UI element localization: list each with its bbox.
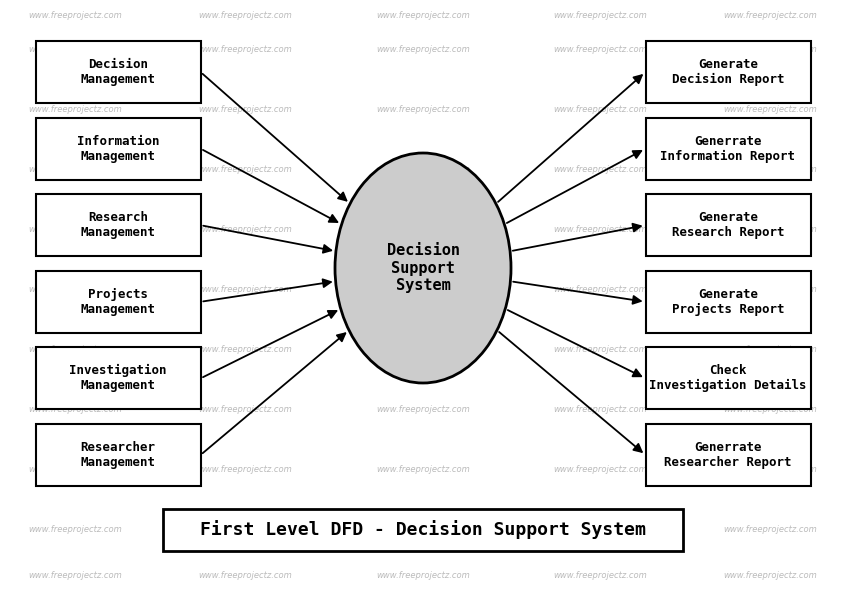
Text: www.freeprojectz.com: www.freeprojectz.com	[198, 106, 292, 114]
Text: Generrate
Information Report: Generrate Information Report	[661, 135, 795, 162]
Text: Information
Management: Information Management	[77, 135, 159, 162]
Text: www.freeprojectz.com: www.freeprojectz.com	[553, 406, 647, 415]
Text: www.freeprojectz.com: www.freeprojectz.com	[723, 406, 817, 415]
Text: www.freeprojectz.com: www.freeprojectz.com	[553, 570, 647, 579]
Bar	[36, 347, 201, 409]
Text: www.freeprojectz.com: www.freeprojectz.com	[28, 570, 122, 579]
Text: Research
Management: Research Management	[80, 211, 156, 239]
Text: Generate
Decision Report: Generate Decision Report	[672, 58, 784, 86]
Bar	[645, 117, 810, 180]
Text: www.freeprojectz.com: www.freeprojectz.com	[376, 106, 470, 114]
Text: www.freeprojectz.com: www.freeprojectz.com	[28, 46, 122, 55]
Bar	[645, 347, 810, 409]
Text: www.freeprojectz.com: www.freeprojectz.com	[28, 466, 122, 474]
Text: www.freeprojectz.com: www.freeprojectz.com	[28, 525, 122, 534]
Text: www.freeprojectz.com: www.freeprojectz.com	[198, 466, 292, 474]
Bar	[163, 509, 683, 551]
Text: www.freeprojectz.com: www.freeprojectz.com	[376, 466, 470, 474]
Text: www.freeprojectz.com: www.freeprojectz.com	[198, 285, 292, 295]
Text: www.freeprojectz.com: www.freeprojectz.com	[28, 346, 122, 355]
Bar	[36, 194, 201, 256]
Text: Decision
Support
System: Decision Support System	[387, 243, 459, 293]
Text: Researcher
Management: Researcher Management	[80, 441, 156, 469]
Text: Generate
Research Report: Generate Research Report	[672, 211, 784, 239]
Text: First Level DFD - Decision Support System: First Level DFD - Decision Support Syste…	[200, 521, 646, 540]
Text: www.freeprojectz.com: www.freeprojectz.com	[198, 225, 292, 234]
Text: www.freeprojectz.com: www.freeprojectz.com	[28, 285, 122, 295]
Text: www.freeprojectz.com: www.freeprojectz.com	[376, 11, 470, 20]
Text: www.freeprojectz.com: www.freeprojectz.com	[28, 225, 122, 234]
Text: Decision
Management: Decision Management	[80, 58, 156, 86]
Text: www.freeprojectz.com: www.freeprojectz.com	[198, 346, 292, 355]
Text: www.freeprojectz.com: www.freeprojectz.com	[723, 225, 817, 234]
Text: www.freeprojectz.com: www.freeprojectz.com	[28, 406, 122, 415]
Bar	[36, 271, 201, 333]
Text: www.freeprojectz.com: www.freeprojectz.com	[28, 11, 122, 20]
Bar	[36, 41, 201, 103]
Text: www.freeprojectz.com: www.freeprojectz.com	[553, 225, 647, 234]
Text: www.freeprojectz.com: www.freeprojectz.com	[198, 525, 292, 534]
Text: www.freeprojectz.com: www.freeprojectz.com	[723, 285, 817, 295]
Text: www.freeprojectz.com: www.freeprojectz.com	[553, 525, 647, 534]
Text: www.freeprojectz.com: www.freeprojectz.com	[723, 46, 817, 55]
Text: www.freeprojectz.com: www.freeprojectz.com	[198, 406, 292, 415]
Text: Check
Investigation Details: Check Investigation Details	[649, 364, 807, 393]
Text: www.freeprojectz.com: www.freeprojectz.com	[198, 11, 292, 20]
Text: www.freeprojectz.com: www.freeprojectz.com	[28, 106, 122, 114]
Text: Generrate
Researcher Report: Generrate Researcher Report	[664, 441, 792, 469]
Text: www.freeprojectz.com: www.freeprojectz.com	[376, 525, 470, 534]
Text: www.freeprojectz.com: www.freeprojectz.com	[376, 406, 470, 415]
Text: www.freeprojectz.com: www.freeprojectz.com	[376, 165, 470, 174]
Bar	[645, 194, 810, 256]
Text: www.freeprojectz.com: www.freeprojectz.com	[553, 466, 647, 474]
Ellipse shape	[335, 153, 511, 383]
Text: www.freeprojectz.com: www.freeprojectz.com	[723, 466, 817, 474]
Text: www.freeprojectz.com: www.freeprojectz.com	[553, 285, 647, 295]
Text: www.freeprojectz.com: www.freeprojectz.com	[198, 570, 292, 579]
Text: www.freeprojectz.com: www.freeprojectz.com	[198, 46, 292, 55]
Bar	[36, 424, 201, 486]
Text: Projects
Management: Projects Management	[80, 288, 156, 316]
Text: Generate
Projects Report: Generate Projects Report	[672, 288, 784, 316]
Text: www.freeprojectz.com: www.freeprojectz.com	[553, 165, 647, 174]
Text: www.freeprojectz.com: www.freeprojectz.com	[553, 46, 647, 55]
Text: www.freeprojectz.com: www.freeprojectz.com	[553, 106, 647, 114]
Text: www.freeprojectz.com: www.freeprojectz.com	[723, 165, 817, 174]
Text: Investigation
Management: Investigation Management	[69, 364, 167, 393]
Text: www.freeprojectz.com: www.freeprojectz.com	[376, 285, 470, 295]
Text: www.freeprojectz.com: www.freeprojectz.com	[376, 570, 470, 579]
Text: www.freeprojectz.com: www.freeprojectz.com	[376, 46, 470, 55]
Text: www.freeprojectz.com: www.freeprojectz.com	[376, 346, 470, 355]
Text: www.freeprojectz.com: www.freeprojectz.com	[553, 346, 647, 355]
Text: www.freeprojectz.com: www.freeprojectz.com	[553, 11, 647, 20]
Text: www.freeprojectz.com: www.freeprojectz.com	[28, 165, 122, 174]
Bar	[645, 424, 810, 486]
Text: www.freeprojectz.com: www.freeprojectz.com	[723, 346, 817, 355]
Bar	[645, 271, 810, 333]
Text: www.freeprojectz.com: www.freeprojectz.com	[723, 525, 817, 534]
Text: www.freeprojectz.com: www.freeprojectz.com	[376, 225, 470, 234]
Bar	[36, 117, 201, 180]
Text: www.freeprojectz.com: www.freeprojectz.com	[723, 570, 817, 579]
Bar	[645, 41, 810, 103]
Text: www.freeprojectz.com: www.freeprojectz.com	[723, 11, 817, 20]
Text: www.freeprojectz.com: www.freeprojectz.com	[723, 106, 817, 114]
Text: www.freeprojectz.com: www.freeprojectz.com	[198, 165, 292, 174]
